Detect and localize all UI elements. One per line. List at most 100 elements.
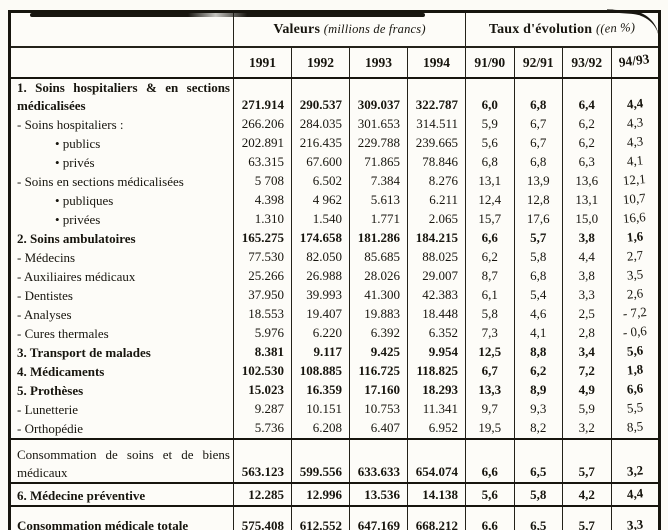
- rate-cell: 9,3: [513, 400, 563, 419]
- value-cell: 13.536: [349, 482, 408, 506]
- table-row: • privés 63.315 67.600 71.865 78.846 6,8 6,8 6,…: [10, 153, 660, 172]
- table-row: 4. Médicaments 102.530 108.885 116.725 118.8…: [10, 362, 660, 381]
- rate-cell: 10,7: [610, 191, 660, 210]
- rate-value: 4,4: [625, 485, 644, 502]
- value-cell: 67.600: [291, 153, 350, 172]
- table-row: 5. Prothèses 15.023 16.359 17.160 18.293 13,3…: [10, 381, 660, 400]
- table-row: Consommation médicale totale 575.408 612.5…: [9, 505, 660, 530]
- rate-cell: 4,9: [562, 381, 612, 400]
- col-1991: 1991: [233, 47, 292, 79]
- value-cell: 102.530: [233, 362, 292, 381]
- value-cell: 309.037: [349, 78, 408, 115]
- rate-cell: 12,5: [465, 343, 515, 362]
- rate-cell: 15,7: [465, 210, 515, 229]
- rate-cell: 8,2: [513, 419, 563, 439]
- rate-cell: 4,3: [610, 134, 660, 153]
- row-label: - Cures thermales: [17, 325, 109, 341]
- table-body: 1. Soins hospitaliers & en sections médi…: [9, 78, 660, 530]
- rate-value: 4,3: [625, 134, 644, 150]
- value-cell: 1.540: [291, 210, 350, 229]
- row-label: 1. Soins hospitaliers & en sections médi…: [17, 80, 230, 113]
- value-cell: 18.553: [233, 305, 292, 324]
- rate-cell: 6,6: [465, 229, 515, 248]
- value-cell: 229.788: [349, 134, 408, 153]
- table-row: 6. Médecine préventive 12.285 12.996 13.536…: [9, 482, 660, 506]
- value-cell: 563.123: [233, 438, 292, 483]
- rate-value: - 0,6: [622, 324, 648, 341]
- rate-value: 2,6: [625, 286, 644, 302]
- rate-cell: 6,6: [465, 505, 515, 530]
- rate-cell: 2,5: [562, 305, 612, 324]
- row-label: • publiques: [55, 192, 114, 208]
- row-label: • publics: [55, 135, 101, 151]
- rate-cell: 4,1: [610, 153, 660, 172]
- rate-cell: 6,5: [513, 438, 563, 483]
- rate-cell: 19,5: [465, 419, 515, 439]
- value-cell: 85.685: [349, 248, 408, 267]
- rate-cell: 6,3: [562, 153, 612, 172]
- value-cell: 216.435: [291, 134, 350, 153]
- table-row: Consommation de soins et de biens médica…: [9, 438, 660, 483]
- rate-cell: 6,8: [513, 153, 563, 172]
- value-cell: 6.208: [291, 419, 350, 439]
- row-label: Consommation de soins et de biens médica…: [9, 438, 234, 483]
- rate-value: 1,6: [625, 229, 644, 245]
- rate-cell: 4,6: [513, 305, 563, 324]
- value-cell: 202.891: [233, 134, 292, 153]
- rate-cell: 5,6: [610, 343, 660, 362]
- rate-cell: 3,3: [610, 505, 660, 530]
- row-label: Consommation médicale totale: [9, 505, 234, 530]
- value-cell: 612.552: [291, 505, 350, 530]
- rate-cell: 5,6: [465, 134, 515, 153]
- rate-cell: 4,4: [610, 78, 660, 115]
- rate-value: 12,1: [622, 172, 647, 188]
- row-label: • privés: [55, 154, 95, 170]
- rate-cell: 6,4: [562, 78, 612, 115]
- value-cell: 88.025: [406, 248, 466, 267]
- value-cell: 26.988: [291, 267, 350, 286]
- rate-cell: 6,2: [562, 134, 612, 153]
- value-cell: 71.865: [349, 153, 408, 172]
- rate-cell: 1,6: [610, 229, 660, 248]
- col-92-91: 92/91: [513, 47, 563, 79]
- value-cell: 6.352: [406, 324, 466, 343]
- rate-cell: 12,8: [513, 191, 563, 210]
- value-cell: 181.286: [349, 229, 408, 248]
- rate-cell: 3,5: [610, 267, 660, 286]
- value-cell: 599.556: [291, 438, 350, 483]
- rate-cell: 3,8: [562, 229, 612, 248]
- row-label: • privées: [55, 211, 101, 227]
- value-cell: 118.825: [406, 362, 466, 381]
- value-cell: 6.220: [291, 324, 350, 343]
- value-cell: 8.381: [233, 343, 292, 362]
- rate-value: 2,7: [625, 248, 644, 264]
- table-row: - Médecins 77.530 82.050 85.685 88.025 6,2 5,8…: [10, 248, 660, 267]
- rate-value: 8,5: [625, 419, 644, 435]
- value-cell: 184.215: [406, 229, 466, 248]
- rate-cell: 6,5: [513, 505, 563, 530]
- table-row: • privées 1.310 1.540 1.771 2.065 15,7 17,6 15,…: [10, 210, 660, 229]
- table-row: 2. Soins ambulatoires 165.275 174.658 181.2…: [10, 229, 660, 248]
- rate-cell: 7,3: [465, 324, 515, 343]
- value-cell: 19.883: [349, 305, 408, 324]
- row-label: 5. Prothèses: [17, 382, 84, 398]
- col-94-93: 94/93: [610, 47, 660, 79]
- value-cell: 654.074: [406, 438, 466, 483]
- header-empty-cell: [9, 11, 234, 48]
- table-row: - Soins en sections médicalisées 5 708 6.5…: [10, 172, 660, 191]
- rate-cell: 4,1: [513, 324, 563, 343]
- value-cell: 165.275: [233, 229, 292, 248]
- rate-cell: 8,9: [513, 381, 563, 400]
- rate-cell: 3,2: [562, 419, 612, 439]
- value-cell: 6.952: [406, 419, 466, 439]
- table-row: • publiques 4.398 4 962 5.613 6.211 12,4 12,8 1…: [10, 191, 660, 210]
- value-cell: 63.315: [233, 153, 292, 172]
- rate-cell: 6,7: [513, 115, 563, 134]
- row-label: - Auxiliaires médicaux: [17, 268, 136, 284]
- rate-cell: 5,7: [562, 505, 612, 530]
- rate-cell: 6,0: [465, 78, 515, 115]
- rate-cell: 5,6: [465, 482, 515, 506]
- table-row: - Lunetterie 9.287 10.151 10.753 11.341 9,7 9,…: [10, 400, 660, 419]
- rate-cell: 13,3: [465, 381, 515, 400]
- rate-value: 5,6: [625, 343, 644, 359]
